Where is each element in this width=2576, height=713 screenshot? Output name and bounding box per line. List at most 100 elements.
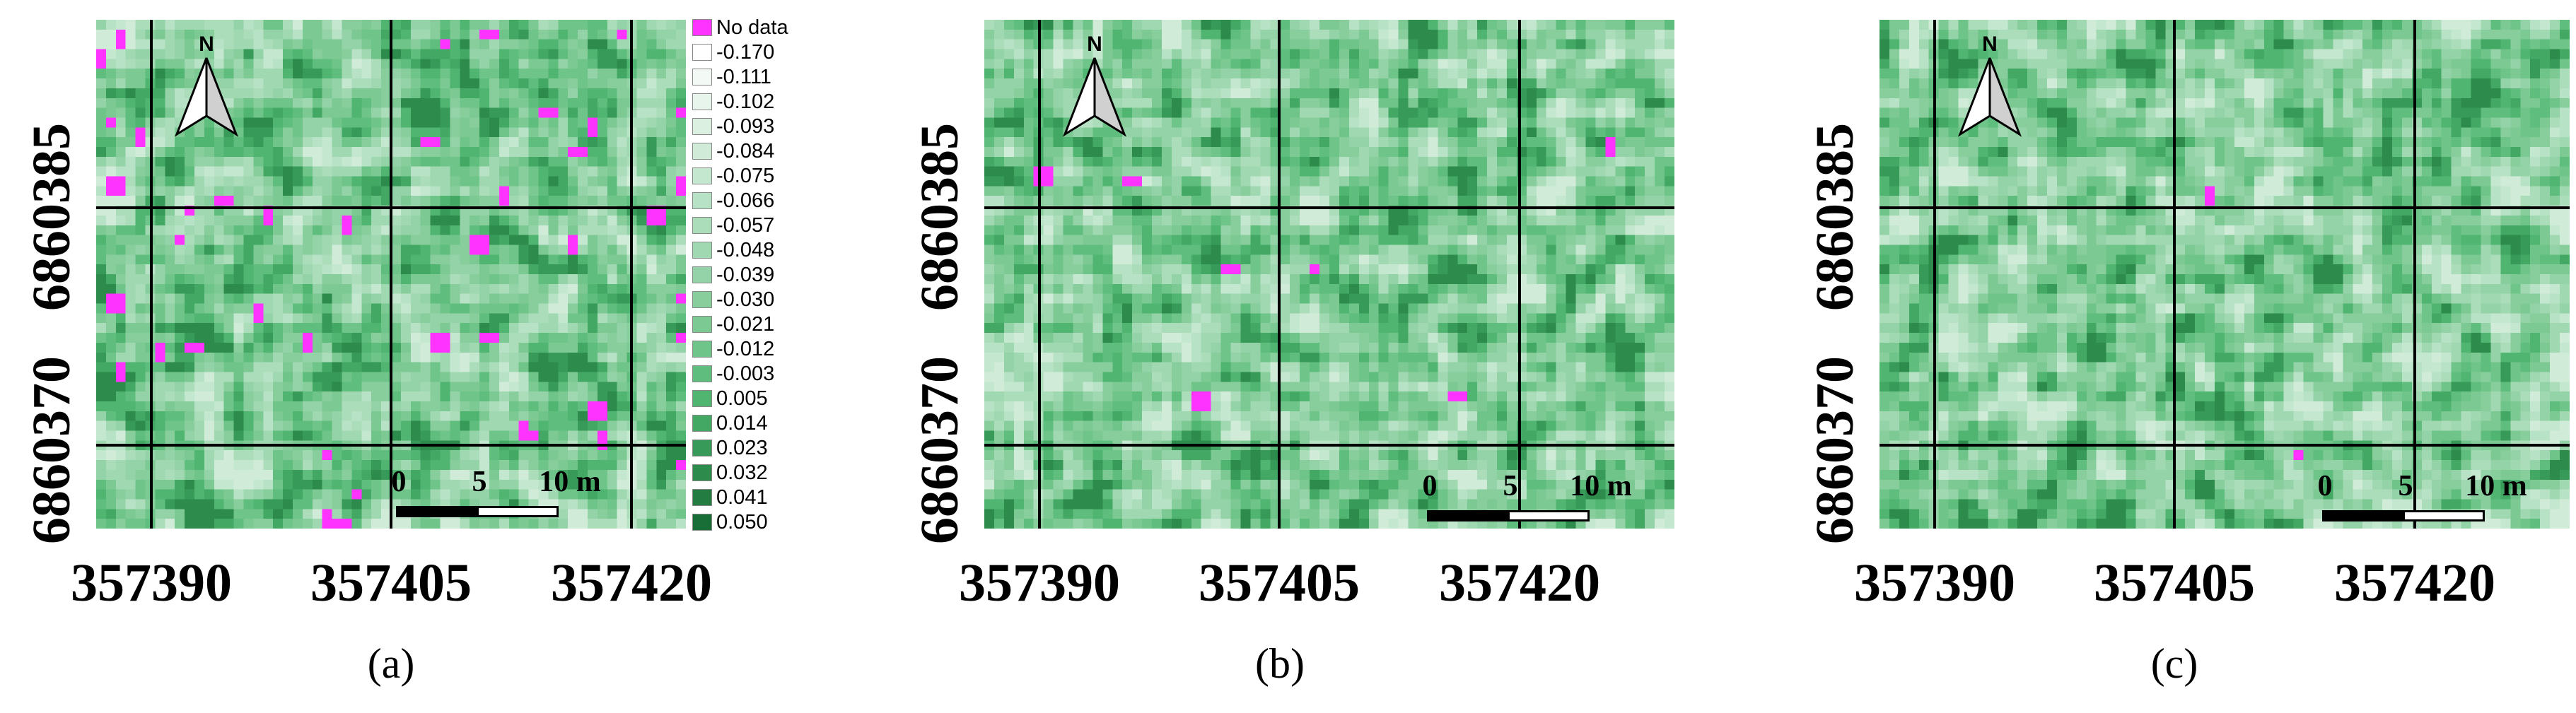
legend: No data -0.170 -0.111 -0.102 -0.093 -0.084 -0…	[689, 16, 788, 535]
legend-label: 0.050	[716, 511, 768, 534]
north-label: N	[199, 33, 214, 56]
legend-item: 0.005	[689, 387, 774, 411]
grid-line-v	[1933, 20, 1936, 529]
legend-swatch	[692, 514, 712, 531]
northing-label: 6860370	[22, 356, 81, 544]
north-arrow-icon: N	[1062, 33, 1127, 137]
scale-label-0: 0	[391, 466, 407, 498]
scale-label-5: 5	[2398, 470, 2413, 502]
legend-label: -0.012	[716, 338, 775, 360]
legend-item: 0.050	[689, 510, 774, 535]
legend-swatch	[692, 19, 712, 36]
scale-segment-black	[1427, 510, 1509, 522]
raster-map-b[interactable]: N 0 5 10 m	[984, 20, 1674, 529]
legend-label: -0.030	[716, 288, 775, 311]
grid-line-v	[1038, 20, 1041, 529]
legend-item-nodata: No data	[689, 16, 788, 40]
legend-swatch	[692, 341, 712, 358]
easting-label: 357390	[71, 553, 232, 613]
easting-label: 357390	[1854, 553, 2015, 613]
legend-label: -0.084	[716, 140, 775, 163]
raster-map-a[interactable]: N 0 5 10 m	[96, 20, 686, 529]
legend-label: -0.021	[716, 313, 775, 336]
legend-label: -0.066	[716, 189, 775, 212]
grid-line-v	[1518, 20, 1521, 529]
legend-item: -0.012	[689, 337, 774, 362]
scale-segment-black	[2322, 510, 2404, 522]
legend-label: -0.039	[716, 264, 775, 286]
grid-line-v	[2413, 20, 2416, 529]
scale-segment-black	[396, 506, 478, 517]
legend-label: 0.005	[716, 387, 768, 410]
scale-label-10: 10 m	[1570, 470, 1632, 502]
legend-swatch	[692, 440, 712, 456]
scale-bar: 0 5 10 m	[391, 465, 601, 522]
legend-swatch	[692, 69, 712, 86]
legend-item: 0.032	[689, 461, 774, 485]
legend-label: 0.023	[716, 437, 768, 459]
legend-item: -0.039	[689, 263, 774, 288]
legend-swatch	[692, 192, 712, 209]
easting-label: 357420	[551, 553, 712, 613]
grid-line-h	[1879, 444, 2570, 447]
scale-label-0: 0	[2317, 470, 2333, 502]
legend-swatch	[692, 167, 712, 184]
northing-label: 6860385	[1805, 123, 1865, 311]
legend-swatch	[692, 44, 712, 61]
scale-segment-white	[477, 506, 559, 517]
easting-label: 357420	[1439, 553, 1600, 613]
northing-label: 6860370	[1805, 356, 1865, 544]
legend-item: -0.093	[689, 114, 774, 139]
grid-line-h	[96, 444, 686, 447]
northing-label: 6860385	[22, 123, 81, 311]
grid-line-v	[390, 20, 392, 529]
grid-line-v	[1278, 20, 1281, 529]
legend-label: -0.003	[716, 363, 775, 385]
scale-label-5: 5	[1503, 470, 1518, 502]
panel-caption: (b)	[1255, 640, 1305, 687]
northing-label: 6860385	[910, 123, 969, 311]
scale-bar: 0 5 10 m	[1422, 469, 1632, 526]
legend-item: -0.111	[689, 65, 774, 90]
legend-label: -0.170	[716, 41, 775, 64]
scale-label-10: 10 m	[539, 466, 601, 498]
legend-swatch	[692, 390, 712, 407]
legend-swatch	[692, 143, 712, 160]
scale-label-0: 0	[1422, 470, 1438, 502]
legend-swatch	[692, 464, 712, 481]
legend-item: 0.023	[689, 436, 774, 461]
legend-label: -0.048	[716, 239, 775, 261]
raster-map-c[interactable]: N 0 5 10 m	[1879, 20, 2570, 529]
panel-caption: (c)	[2150, 640, 2198, 687]
scale-label-10: 10 m	[2465, 470, 2527, 502]
legend-label: 0.041	[716, 486, 768, 509]
legend-label: -0.057	[716, 214, 775, 237]
grid-line-v	[150, 20, 153, 529]
legend-swatch	[692, 316, 712, 333]
easting-label: 357405	[1199, 553, 1360, 613]
legend-label: No data	[716, 16, 788, 39]
legend-item: -0.030	[689, 288, 774, 312]
legend-item: -0.021	[689, 312, 774, 337]
easting-label: 357390	[959, 553, 1120, 613]
legend-swatch	[692, 217, 712, 234]
legend-label: -0.075	[716, 165, 775, 187]
legend-label: -0.111	[716, 66, 771, 88]
legend-item: -0.084	[689, 139, 774, 164]
legend-item: -0.075	[689, 164, 774, 189]
north-arrow-icon: N	[174, 33, 239, 137]
northing-label: 6860370	[910, 356, 969, 544]
legend-item: -0.102	[689, 90, 774, 114]
north-arrow-icon: N	[1957, 33, 2022, 137]
legend-item: 0.014	[689, 411, 774, 436]
panel-caption: (a)	[367, 640, 415, 687]
legend-swatch	[692, 242, 712, 259]
legend-item: -0.057	[689, 213, 774, 238]
easting-label: 357420	[2334, 553, 2495, 613]
legend-item: -0.066	[689, 189, 774, 213]
legend-label: 0.032	[716, 461, 768, 484]
scale-segment-white	[2403, 510, 2485, 522]
grid-line-v	[2173, 20, 2176, 529]
legend-swatch	[692, 118, 712, 135]
legend-label: -0.102	[716, 90, 775, 113]
